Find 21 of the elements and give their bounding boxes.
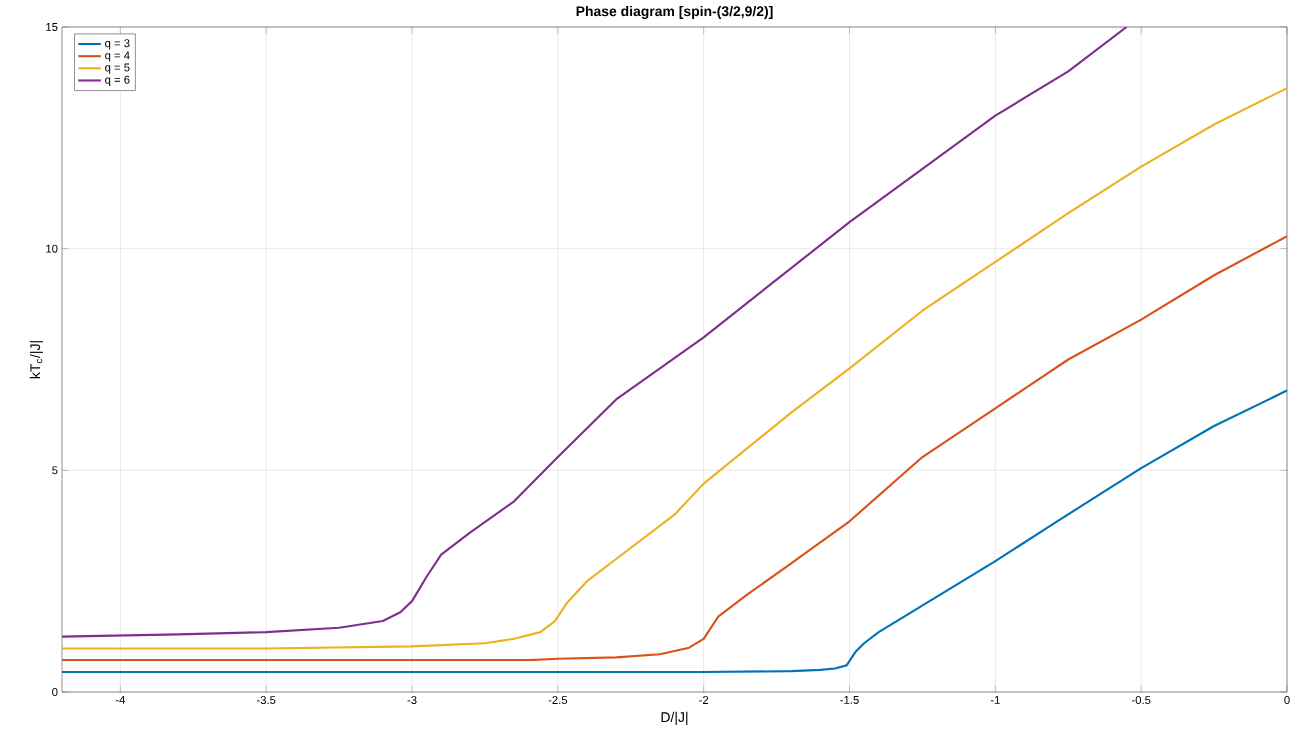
- x-tick-label: -4: [115, 696, 126, 704]
- legend-label: q = 6: [105, 75, 130, 86]
- y-tick-label: 10: [46, 244, 58, 253]
- y-axis-title: kT$_{c}$/|J|: [29, 341, 43, 379]
- x-tick-label: -1.5: [840, 696, 859, 704]
- x-tick-label: -0.5: [1131, 696, 1151, 705]
- y-tick-label: 0: [52, 688, 58, 696]
- x-tick-label: -3.5: [256, 696, 276, 705]
- x-tick-label: -3: [407, 696, 417, 705]
- line-series: [62, 26, 1128, 638]
- x-axis-title: D/|J|: [661, 711, 688, 725]
- legend-label: q = 5: [105, 63, 130, 74]
- x-tick-label: 0: [1284, 696, 1290, 705]
- x-tick-label: -1: [990, 696, 1000, 704]
- legend-label: q = 4: [105, 51, 130, 62]
- chart-title: Phase diagram [spin-(3/2,9/2)]: [576, 5, 773, 19]
- y-tick-label: 5: [52, 466, 58, 475]
- legend-label: q = 3: [105, 39, 130, 50]
- x-tick-label: -2.5: [548, 696, 568, 705]
- x-tick-label: -2: [699, 696, 709, 704]
- y-tick-label: 15: [46, 23, 58, 31]
